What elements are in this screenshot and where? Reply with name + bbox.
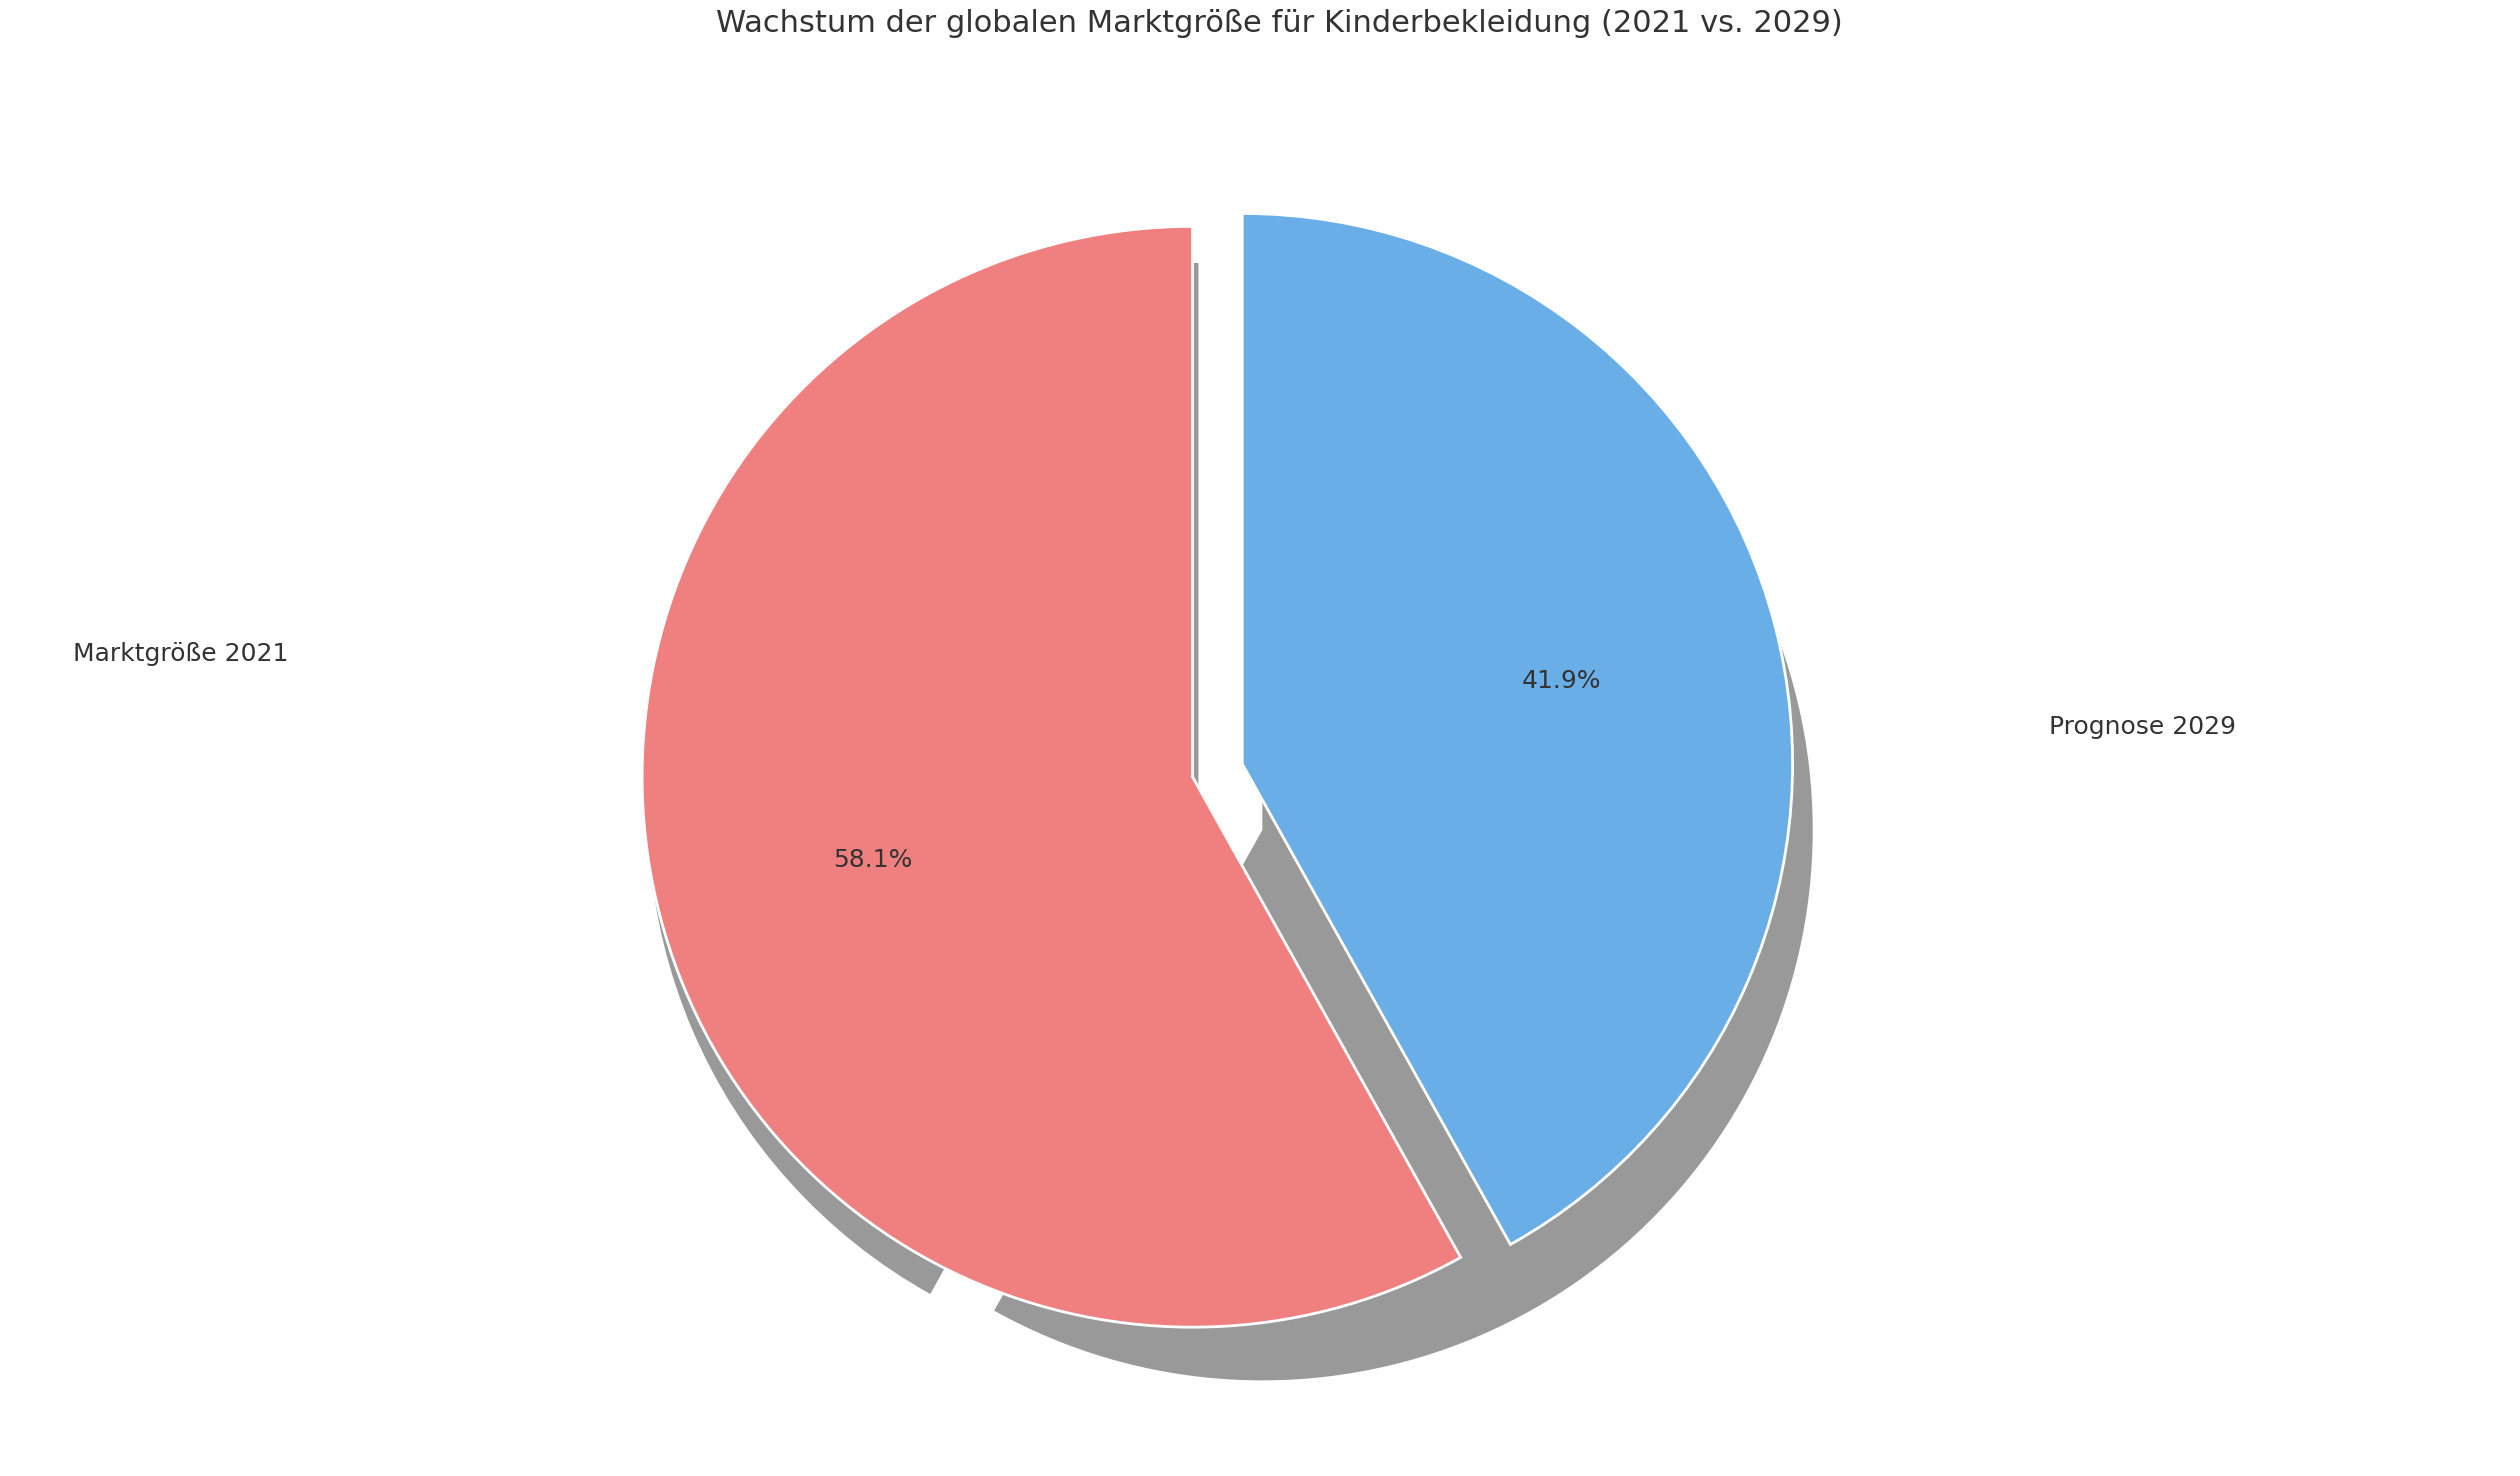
Wedge shape xyxy=(648,263,1200,1294)
Text: 58.1%: 58.1% xyxy=(834,847,912,872)
Title: Wachstum der globalen Marktgröße für Kinderbekleidung (2021 vs. 2029): Wachstum der globalen Marktgröße für Kin… xyxy=(716,9,1842,38)
Text: Prognose 2029: Prognose 2029 xyxy=(2049,716,2235,739)
Wedge shape xyxy=(643,226,1462,1327)
Wedge shape xyxy=(995,279,1812,1380)
Text: 41.9%: 41.9% xyxy=(1522,669,1603,692)
Wedge shape xyxy=(1242,214,1792,1244)
Text: Marktgröße 2021: Marktgröße 2021 xyxy=(73,642,287,666)
